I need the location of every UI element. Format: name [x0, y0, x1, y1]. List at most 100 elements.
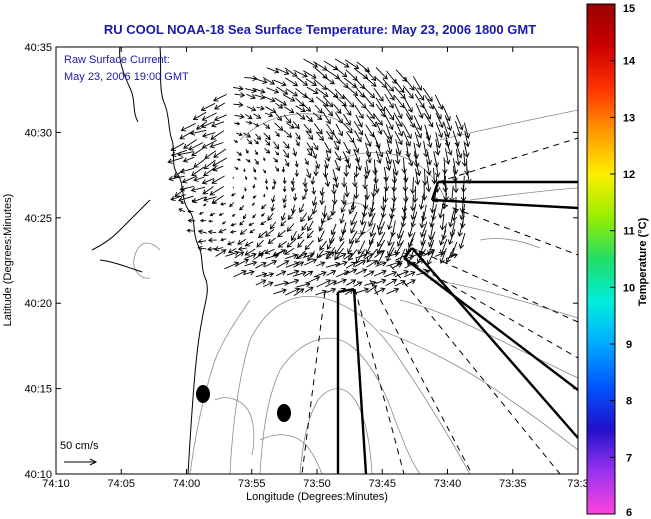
current-vector [396, 230, 405, 247]
current-vector [345, 131, 355, 144]
current-vector [231, 213, 236, 217]
current-vector [246, 138, 253, 145]
current-vector [301, 223, 308, 232]
current-vector [434, 251, 445, 258]
current-vector [304, 239, 314, 251]
current-vector [295, 87, 308, 99]
current-vector [322, 111, 331, 125]
current-vector [241, 194, 245, 200]
current-vector [350, 220, 358, 234]
current-vector [386, 287, 400, 295]
current-vector [207, 237, 217, 243]
current-vector [293, 261, 305, 268]
current-vector [343, 141, 351, 155]
current-vector [394, 79, 405, 94]
current-vector [355, 231, 364, 244]
current-vector [334, 151, 341, 162]
current-vector [255, 78, 268, 85]
current-vector [304, 258, 318, 266]
current-vector [313, 78, 328, 90]
current-vector [366, 150, 372, 164]
current-vector [392, 262, 403, 269]
current-vector [243, 168, 246, 173]
current-vector [293, 69, 308, 78]
current-vector [275, 102, 284, 109]
current-vector [244, 241, 254, 247]
current-vector [384, 251, 400, 258]
current-vector [274, 150, 280, 156]
colorbar-tick-label: 11 [623, 226, 635, 238]
current-vector [248, 222, 254, 226]
current-vector [191, 147, 204, 157]
current-vector [213, 114, 227, 122]
current-vector [213, 201, 217, 205]
current-vector [292, 121, 300, 130]
current-vector [233, 270, 247, 278]
current-vector [403, 271, 416, 278]
current-vector [236, 151, 243, 156]
current-vector [386, 138, 393, 155]
current-vector [459, 196, 466, 214]
current-vector [355, 268, 368, 275]
current-vector [307, 220, 314, 232]
current-vector [182, 156, 195, 163]
current-vector [213, 93, 227, 102]
current-vector [394, 280, 406, 287]
current-vector [269, 221, 277, 230]
current-vector [286, 238, 297, 248]
current-vector [385, 150, 392, 165]
current-vector [434, 94, 444, 110]
current-vector [413, 115, 422, 131]
current-vector [246, 93, 256, 100]
current-vector [282, 149, 289, 159]
current-vector [386, 247, 395, 262]
current-vector [353, 142, 360, 154]
current-vector [264, 139, 271, 146]
map-background [56, 47, 578, 474]
y-tick-label: 40:30 [24, 127, 52, 139]
annotation-line1: Raw Surface Current: [64, 54, 170, 66]
current-vector [243, 213, 247, 220]
current-vector [375, 103, 386, 118]
current-vector [426, 148, 432, 166]
current-vector [305, 115, 314, 123]
current-vector [187, 209, 194, 214]
y-tick-label: 40:25 [24, 213, 52, 225]
current-vector [343, 268, 358, 276]
current-vector [435, 112, 444, 129]
current-vector [414, 93, 425, 109]
current-vector [170, 142, 185, 151]
current-vector [201, 112, 217, 121]
current-vector [374, 177, 380, 194]
current-vector [374, 250, 385, 258]
current-vector [246, 106, 257, 112]
current-vector [300, 212, 308, 223]
colorbar-tick-label: 6 [626, 507, 632, 519]
colorbar-tick-label: 14 [623, 56, 636, 68]
current-vector [208, 219, 214, 223]
current-vector [231, 192, 236, 197]
current-vector [292, 270, 307, 277]
current-vector [455, 142, 463, 159]
current-vector [323, 104, 334, 117]
current-vector [264, 248, 275, 255]
current-vector [254, 158, 259, 165]
current-vector [233, 101, 244, 108]
current-vector [383, 176, 390, 192]
current-vector [302, 192, 307, 201]
current-vector [249, 229, 255, 234]
current-vector [393, 94, 405, 109]
current-vector [243, 132, 252, 138]
current-vector [343, 95, 355, 108]
current-vector [181, 175, 197, 184]
current-vector [282, 177, 287, 185]
current-vector [425, 131, 433, 149]
current-vector [385, 279, 398, 287]
current-vector [236, 158, 241, 161]
y-tick-label: 40:15 [24, 384, 52, 396]
current-vector [345, 85, 359, 97]
current-vector [290, 230, 297, 242]
current-vector [343, 123, 353, 134]
current-vector [302, 178, 308, 188]
current-vector [376, 249, 386, 266]
